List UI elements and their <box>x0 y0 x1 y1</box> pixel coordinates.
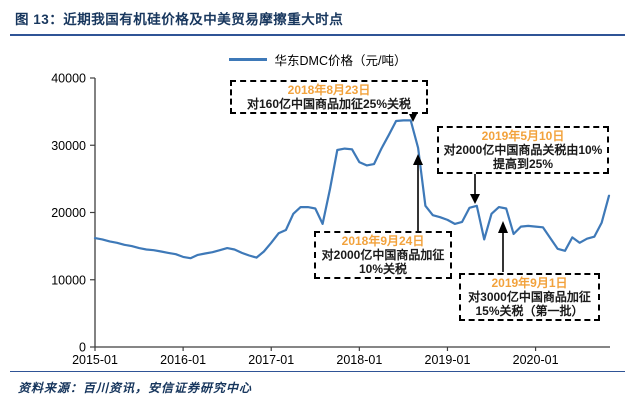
annotation-date: 2018年9月24日 <box>341 234 425 248</box>
figure-title: 图 13：近期我国有机硅价格及中美贸易摩擦重大时点 <box>15 12 344 27</box>
arrow-2019-05-10-head <box>470 194 480 204</box>
annotation-body: 对2000亿中国商品关税由10%提高到25% <box>443 143 603 171</box>
x-tick-label: 2018-01 <box>336 353 382 367</box>
annotation-2019-05-10: 2019年5月10日 对2000亿中国商品关税由10%提高到25% <box>437 126 609 174</box>
annotation-date: 2019年5月10日 <box>481 129 565 143</box>
annotation-body: 对3000亿中国商品加征15%关税（第一批） <box>468 290 591 318</box>
chart-legend: 华东DMC价格（元/吨） <box>0 50 635 69</box>
legend-line-swatch <box>228 58 267 61</box>
annotation-body: 对160亿中国商品加征25%关税 <box>246 97 412 111</box>
arrow-2019-09-01-head <box>498 221 508 233</box>
annotation-2019-09-01: 2019年9月1日 对3000亿中国商品加征15%关税（第一批） <box>459 273 600 321</box>
annotation-date: 2018年8月23日 <box>287 83 371 97</box>
arrow-2018-08-23-head <box>408 112 418 122</box>
arrow-2018-09-24-head <box>413 154 423 165</box>
y-tick-label: 10000 <box>51 273 86 287</box>
x-tick-label: 2020-01 <box>513 353 559 367</box>
y-tick-label: 20000 <box>51 206 86 220</box>
x-tick-label: 2015-01 <box>72 353 118 367</box>
x-tick-label: 2019-01 <box>425 353 471 367</box>
annotation-date: 2019年9月1日 <box>491 276 568 290</box>
annotation-2018-08-23: 2018年8月23日 对160亿中国商品加征25%关税 <box>230 80 428 114</box>
figure-header: 图 13：近期我国有机硅价格及中美贸易摩擦重大时点 <box>10 0 625 36</box>
source-text: 资料来源：百川资讯，安信证券研究中心 <box>18 381 253 395</box>
y-tick-label: 30000 <box>51 139 86 153</box>
annotation-2018-09-24: 2018年9月24日 对2000亿中国商品加征10%关税 <box>314 231 452 279</box>
annotation-body: 对2000亿中国商品加征10%关税 <box>321 248 445 276</box>
x-tick-label: 2017-01 <box>248 353 294 367</box>
legend-label: 华东DMC价格（元/吨） <box>274 54 407 68</box>
price-line <box>93 119 611 260</box>
y-tick-label: 0 <box>79 341 86 355</box>
x-tick-label: 2016-01 <box>160 353 206 367</box>
y-tick-label: 40000 <box>51 72 86 86</box>
figure-footer: 资料来源：百川资讯，安信证券研究中心 <box>10 371 625 407</box>
